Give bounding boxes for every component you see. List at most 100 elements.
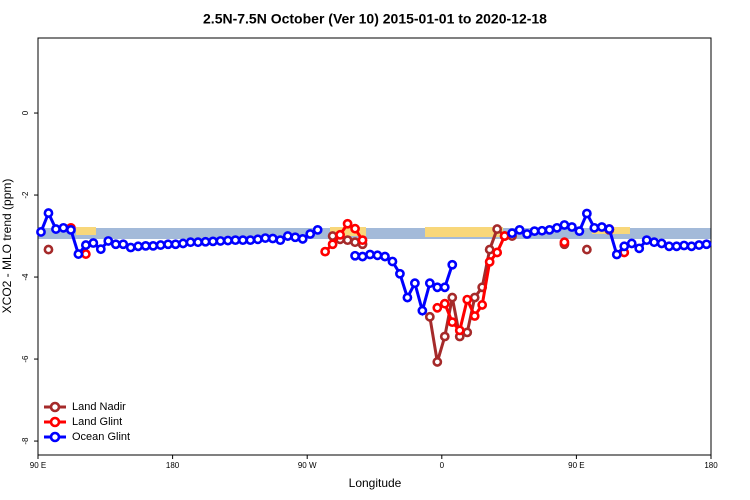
point <box>103 236 114 246</box>
point <box>387 256 398 267</box>
point <box>58 222 69 233</box>
y-tick-label: -8 <box>21 437 30 445</box>
point <box>447 292 458 303</box>
point <box>133 241 144 252</box>
point <box>342 218 353 229</box>
point <box>80 240 91 250</box>
y-tick-label: -6 <box>21 355 30 363</box>
band-patch <box>330 227 366 236</box>
band-patch <box>425 227 503 237</box>
plot-frame <box>37 37 712 456</box>
point <box>193 237 203 248</box>
series <box>36 208 712 317</box>
band-patch <box>76 227 96 235</box>
point <box>477 300 488 310</box>
point <box>574 226 585 237</box>
point <box>604 224 615 234</box>
point <box>589 222 600 233</box>
band <box>38 228 711 239</box>
point <box>178 238 188 249</box>
point <box>469 292 480 303</box>
point <box>282 231 293 241</box>
point <box>424 311 435 322</box>
legend: Land Nadir Land Glint Ocean Glint <box>44 401 130 443</box>
point <box>380 251 390 262</box>
point <box>95 244 106 255</box>
point <box>163 239 174 250</box>
point <box>73 249 84 259</box>
legend-marker <box>49 416 61 428</box>
point <box>432 302 443 313</box>
point <box>342 235 353 246</box>
point <box>409 278 420 289</box>
point <box>544 224 555 235</box>
x-tick-label: 90 W <box>298 461 317 470</box>
point <box>350 223 360 234</box>
point <box>507 228 517 239</box>
point <box>320 246 331 257</box>
x-tick-label: 180 <box>166 461 180 470</box>
point <box>686 241 697 252</box>
point <box>656 238 667 249</box>
point <box>552 222 562 233</box>
point <box>664 241 675 252</box>
point <box>439 282 450 293</box>
chart-title: 2.5N-7.5N October (Ver 10) 2015-01-01 to… <box>203 11 547 27</box>
point <box>305 229 316 239</box>
point <box>567 222 577 232</box>
point <box>694 240 704 250</box>
point <box>43 244 54 255</box>
point <box>350 250 360 261</box>
point <box>118 239 129 250</box>
point <box>275 235 286 246</box>
point <box>88 238 99 248</box>
point <box>155 240 166 250</box>
y-tick-label: -4 <box>21 273 30 281</box>
point <box>626 238 637 249</box>
point <box>522 229 532 239</box>
point <box>611 249 622 260</box>
point <box>439 298 450 309</box>
point <box>230 235 241 246</box>
point <box>432 357 443 367</box>
point <box>402 292 413 303</box>
point <box>484 256 495 267</box>
point <box>701 239 712 250</box>
point <box>395 268 405 279</box>
legend-marker <box>49 431 61 443</box>
point <box>492 224 503 234</box>
point <box>335 229 346 240</box>
point <box>537 225 547 236</box>
point <box>492 247 503 258</box>
point <box>462 294 473 305</box>
point <box>671 241 682 252</box>
point <box>641 235 652 246</box>
point <box>581 244 592 255</box>
point <box>312 224 323 235</box>
point <box>110 239 121 250</box>
x-tick-label: 90 E <box>30 461 46 470</box>
point <box>581 208 592 219</box>
point <box>454 325 465 336</box>
point <box>357 251 368 262</box>
point <box>372 250 383 261</box>
point <box>327 239 338 250</box>
point <box>290 232 301 243</box>
legend-marker <box>49 401 61 413</box>
point <box>252 234 263 245</box>
x-tick-label: 180 <box>704 461 718 470</box>
point <box>447 317 458 328</box>
point <box>215 236 226 246</box>
point <box>125 242 136 253</box>
point <box>679 240 689 251</box>
point <box>596 222 607 232</box>
point <box>267 233 278 244</box>
point <box>649 237 660 248</box>
point <box>484 244 495 255</box>
point <box>619 241 630 252</box>
point <box>417 305 428 316</box>
x-axis-label: Longitude <box>349 476 402 490</box>
point <box>43 208 54 218</box>
legend-label: Land Nadir <box>72 401 126 413</box>
